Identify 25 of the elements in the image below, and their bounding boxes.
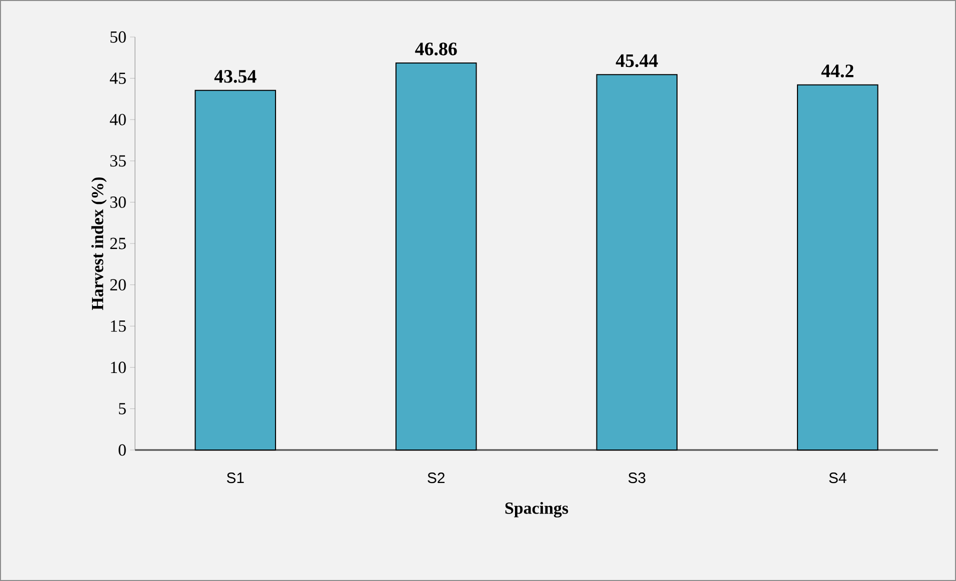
- y-tick-label: 15: [111, 320, 126, 332]
- y-tick-label: 25: [110, 238, 126, 250]
- y-tick-label: 45: [110, 72, 126, 84]
- x-tick-label: S1: [226, 472, 244, 484]
- data-label: 43.54: [214, 70, 256, 83]
- y-tick-label: 30: [110, 196, 126, 208]
- y-axis-title: Harvest index (%): [91, 177, 107, 310]
- x-tick-label: S4: [829, 472, 846, 484]
- bar: [796, 84, 878, 450]
- y-tick-label: 0: [118, 444, 126, 456]
- x-tick-label: S3: [628, 472, 646, 484]
- y-tick-label: 40: [110, 114, 126, 126]
- y-tick-label: 35: [110, 155, 126, 167]
- bar: [395, 62, 477, 450]
- data-label: 46.86: [415, 42, 457, 56]
- y-tick-label: 20: [110, 279, 126, 291]
- data-label: 44.2: [821, 64, 854, 78]
- y-tick-label: 50: [110, 31, 126, 43]
- x-tick-label: S2: [428, 472, 445, 484]
- bar: [596, 74, 678, 450]
- y-tick-label: 10: [111, 362, 126, 374]
- data-label: 45.44: [616, 54, 658, 68]
- x-axis-title: Spacings: [505, 502, 568, 518]
- y-tick-label: 5: [118, 403, 126, 414]
- bar: [194, 90, 276, 450]
